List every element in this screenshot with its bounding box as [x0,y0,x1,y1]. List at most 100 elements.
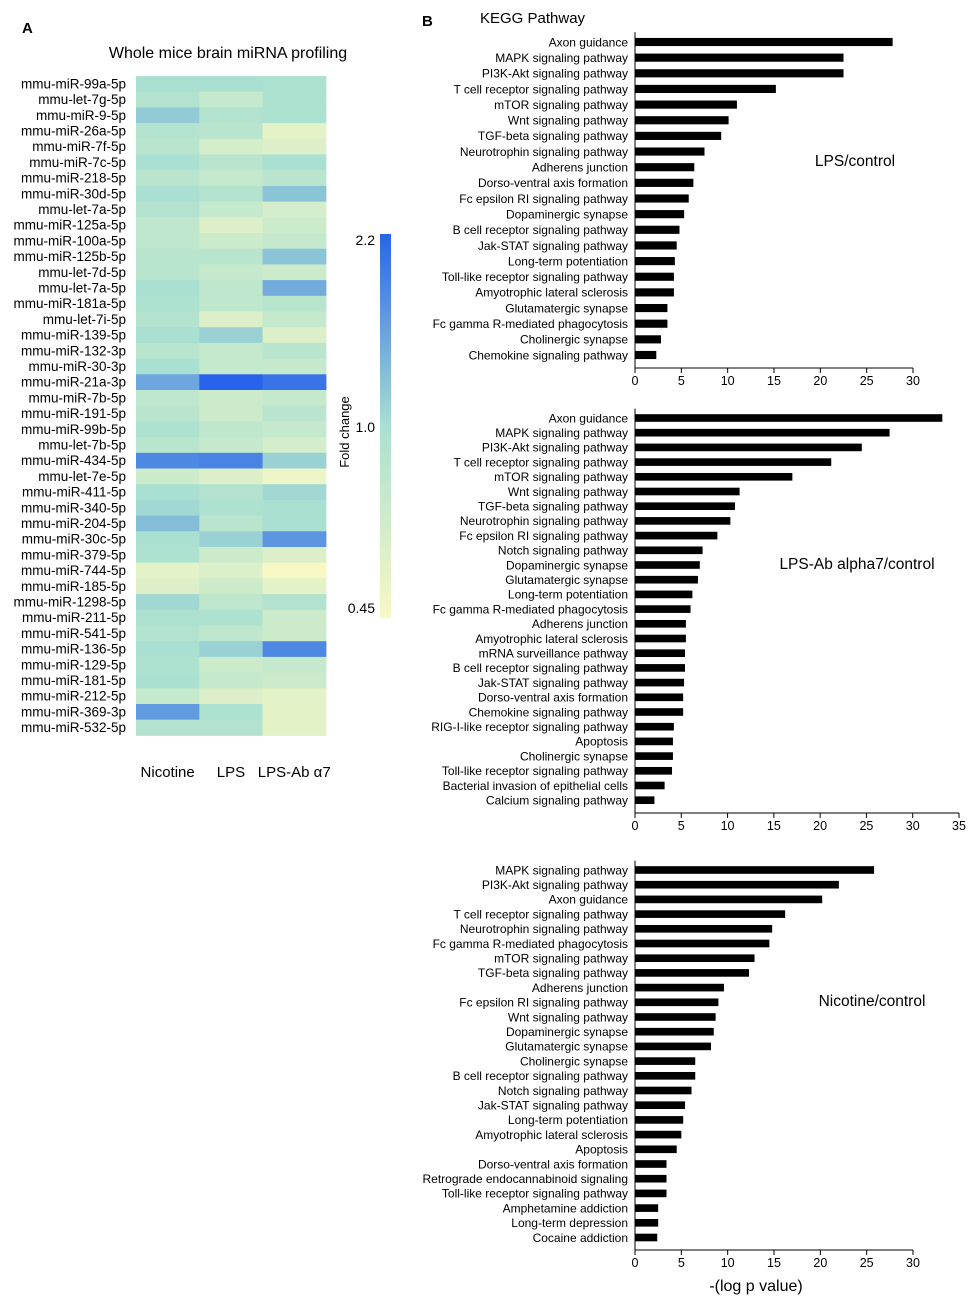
heatmap-cell [262,233,327,250]
x-tick-label: 5 [678,374,685,388]
bar [635,100,737,109]
heatmap-cell [199,264,264,281]
heatmap-cell [262,123,327,140]
bar [635,796,655,805]
bar-category-label: Fc epsilon RI signaling pathway [459,529,628,543]
heatmap-cell [136,468,200,485]
bar [635,561,700,569]
bar-category-label: Wnt signaling pathway [508,114,628,128]
bar [635,737,673,746]
heatmap-row-label: mmu-miR-541-5p [21,626,126,641]
heatmap-row-label: mmu-miR-181-5p [21,673,126,688]
bar-category-label: PI3K-Akt signaling pathway [482,441,628,455]
bar-category-label: Neurotrophin signaling pathway [460,145,628,159]
heatmap-cell [199,248,264,265]
heatmap-cell [199,405,264,422]
colorbar-tick-min: 0.45 [348,600,375,616]
heatmap-row-label: mmu-miR-369-3p [21,704,126,719]
panel-b-letter: B [422,13,433,30]
colorbar-tick-mid: 1.0 [356,419,376,435]
x-tick-label: 30 [906,819,920,833]
heatmap-cell [262,342,327,360]
bar-category-label: Dopaminergic synapse [506,207,628,221]
heatmap-cell [262,484,327,501]
x-tick-label: 20 [813,819,827,833]
heatmap-cell [262,154,327,171]
bar [635,225,680,234]
bar-category-label: PI3K-Akt signaling pathway [482,878,628,892]
heatmap-cell [136,170,200,187]
bar [635,998,719,1007]
bar-category-label: Fc epsilon RI signaling pathway [459,192,628,206]
bar [635,766,673,775]
heatmap-cell [136,484,200,501]
bar-category-label: Amphetamine addiction [503,1201,628,1215]
bar [635,634,686,643]
heatmap-row-label: mmu-miR-379-5p [21,547,126,562]
bar-category-label: Axon guidance [549,893,629,907]
bar-category-label: Notch signaling pathway [498,1084,628,1098]
x-tick-label: 10 [721,819,735,833]
heatmap-cell [199,138,264,155]
heatmap-cell [199,421,264,438]
bar [635,1130,682,1139]
heatmap-cell [136,154,200,171]
heatmap-cell [136,578,200,595]
bar [635,954,755,963]
heatmap-cell [199,704,264,721]
heatmap-cell [136,342,200,360]
bar-category-label: Adherens junction [532,981,628,995]
bar [635,487,740,496]
heatmap-cell [136,499,200,517]
bar-category-label: Neurotrophin signaling pathway [460,922,628,936]
heatmap-row-label: mmu-miR-30-3p [28,359,126,374]
x-tick-label: 5 [678,819,685,833]
bar-category-label: Dorso-ventral axis formation [478,176,628,190]
x-tick-label: 20 [813,374,827,388]
heatmap-cell [199,170,264,187]
bar-category-label: Retrograde endocannabinoid signaling [423,1172,629,1186]
bar-category-label: mTOR signaling pathway [494,952,628,966]
heatmap-row-label: mmu-miR-30d-5p [21,186,126,201]
heatmap-cell [136,185,200,203]
heatmap-cell [262,625,327,642]
x-tick-label: 35 [952,819,966,833]
heatmap-cell [136,531,200,548]
bar [635,1160,667,1168]
heatmap [136,76,327,736]
bar [635,84,776,94]
bar-category-label: mRNA surveillance pathway [479,647,628,661]
bar-category-label: T cell receptor signaling pathway [453,455,628,469]
bar-category-label: Axon guidance [549,411,629,425]
bar-category-label: Toll-like receptor signaling pathway [442,1187,628,1201]
heatmap-cell [199,641,264,658]
heatmap-row-label: mmu-miR-532-5p [21,720,126,735]
bar [635,257,675,266]
bar [635,895,823,904]
bar-category-label: Glutamatergic synapse [505,573,628,587]
heatmap-cell [199,688,264,705]
bar-category-label: Apoptosis [575,735,628,749]
heatmap-row-label: mmu-let-7e-5p [38,469,126,484]
bar-category-label: Dopaminergic synapse [506,558,628,572]
heatmap-cell [136,248,200,265]
bar-category-label: Dopaminergic synapse [506,1025,628,1039]
bar-category-label: Adherens junction [532,161,628,175]
bar [635,472,793,481]
bar-category-label: Chemokine signaling pathway [469,705,628,719]
bar [635,288,674,297]
heatmap-cell [136,233,200,250]
bar [635,546,703,555]
heatmap-cell [199,437,264,454]
x-tick-label: 0 [632,374,639,388]
heatmap-row-label: mmu-miR-7f-5p [32,139,126,154]
heatmap-cell [136,295,200,312]
bar [635,319,668,328]
heatmap-cell [199,390,264,407]
bar [635,969,749,977]
bar-category-label: Dorso-ventral axis formation [478,1157,628,1171]
bar-chart-title: LPS-Ab alpha7/control [779,556,934,573]
heatmap-cell [199,358,264,375]
bar [635,590,693,599]
